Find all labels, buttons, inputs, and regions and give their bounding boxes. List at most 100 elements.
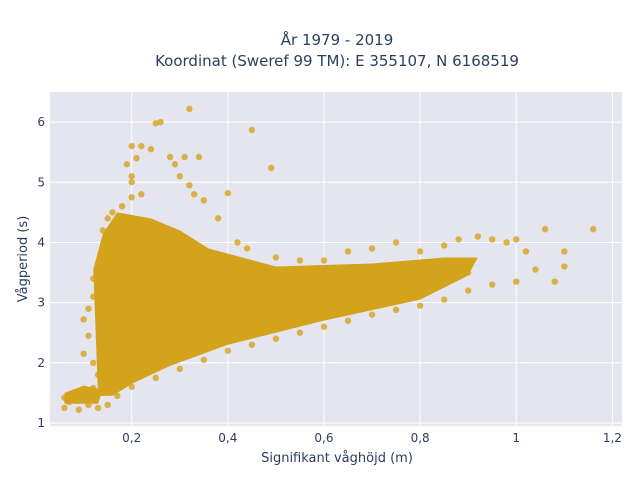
data-point (99, 251, 107, 258)
data-point (157, 118, 164, 126)
data-point (152, 120, 159, 127)
x-tick-label: 1 (512, 431, 520, 445)
data-point (320, 323, 328, 330)
data-point (551, 278, 558, 285)
chart-title-line2: Koordinat (Sweref 99 TM): E 355107, N 61… (155, 52, 519, 70)
data-point (133, 154, 140, 162)
data-point (181, 153, 188, 161)
data-point (118, 203, 126, 210)
data-point (392, 306, 400, 314)
tick-labels: 0,2 0,4 0,6 0,8 1 1,2 1 2 3 4 5 6 (37, 115, 622, 445)
data-point (147, 145, 155, 153)
data-point (94, 371, 102, 379)
data-point (90, 359, 97, 367)
data-point (104, 215, 111, 222)
data-point (589, 226, 597, 233)
data-point (440, 296, 448, 303)
data-point (513, 278, 520, 285)
data-point (80, 316, 87, 323)
data-point (215, 215, 222, 222)
x-tick-label: 0,6 (314, 431, 333, 445)
y-tick-label: 5 (37, 175, 45, 189)
data-point (61, 394, 68, 401)
data-point (489, 236, 496, 243)
data-point (70, 389, 78, 397)
data-point (272, 335, 280, 342)
data-point (90, 293, 97, 300)
data-point (176, 365, 183, 373)
data-point (114, 392, 121, 400)
data-point (320, 296, 328, 303)
y-axis-label: Vågperiod (s) (16, 216, 31, 303)
data-point (176, 173, 183, 180)
data-point (128, 142, 135, 150)
data-point (109, 209, 116, 216)
data-point (99, 383, 107, 391)
data-point (440, 242, 448, 249)
data-point (248, 341, 256, 348)
data-point (191, 191, 198, 198)
data-point (195, 153, 203, 161)
data-points (61, 105, 597, 413)
data-point (128, 383, 135, 391)
data-point (320, 257, 328, 264)
data-point (503, 239, 510, 246)
x-tick-label: 0,4 (218, 431, 237, 445)
data-point (128, 173, 135, 180)
data-point (296, 257, 304, 264)
data-point (176, 323, 183, 330)
data-point (368, 311, 376, 318)
data-point (464, 287, 472, 294)
data-point (186, 182, 193, 189)
data-point (200, 251, 208, 258)
data-point (368, 290, 376, 297)
data-point (272, 254, 280, 261)
y-tick-label: 1 (37, 416, 45, 430)
data-point (248, 126, 256, 134)
data-point (90, 275, 97, 282)
x-tick-label: 1,2 (603, 431, 622, 445)
point-cloud-main (93, 212, 478, 396)
data-point (344, 248, 352, 255)
data-point (66, 398, 73, 406)
data-point (296, 329, 304, 336)
data-point (80, 386, 87, 394)
data-point (186, 105, 193, 113)
x-tick-label: 0,2 (122, 431, 141, 445)
data-point (138, 142, 145, 150)
data-point (90, 384, 97, 392)
data-point (489, 281, 496, 288)
data-point (224, 189, 232, 197)
data-point (513, 236, 520, 243)
data-point (200, 197, 208, 204)
data-point (272, 299, 280, 306)
data-point (128, 194, 135, 201)
data-point (561, 248, 568, 255)
data-point (416, 248, 424, 255)
data-point (234, 239, 241, 246)
data-point (200, 356, 208, 364)
data-point (455, 236, 462, 243)
data-point (464, 269, 472, 276)
data-point (75, 406, 83, 413)
data-point (176, 299, 183, 306)
y-tick-label: 6 (37, 115, 45, 129)
data-point (392, 239, 400, 246)
data-point (85, 332, 92, 339)
data-point (99, 227, 107, 234)
data-point (248, 317, 256, 324)
y-tick-label: 3 (37, 296, 45, 310)
x-tick-label: 0,8 (411, 431, 430, 445)
x-axis-label: Signifikant våghöjd (m) (261, 451, 413, 466)
data-point (138, 191, 145, 198)
data-point (416, 281, 424, 288)
data-point (152, 269, 159, 276)
data-point (344, 317, 352, 324)
data-point (61, 404, 68, 412)
data-point (104, 401, 111, 409)
data-point (561, 263, 568, 270)
chart-title-line1: År 1979 - 2019 (281, 30, 394, 49)
data-point (94, 404, 102, 412)
y-tick-label: 4 (37, 235, 45, 249)
